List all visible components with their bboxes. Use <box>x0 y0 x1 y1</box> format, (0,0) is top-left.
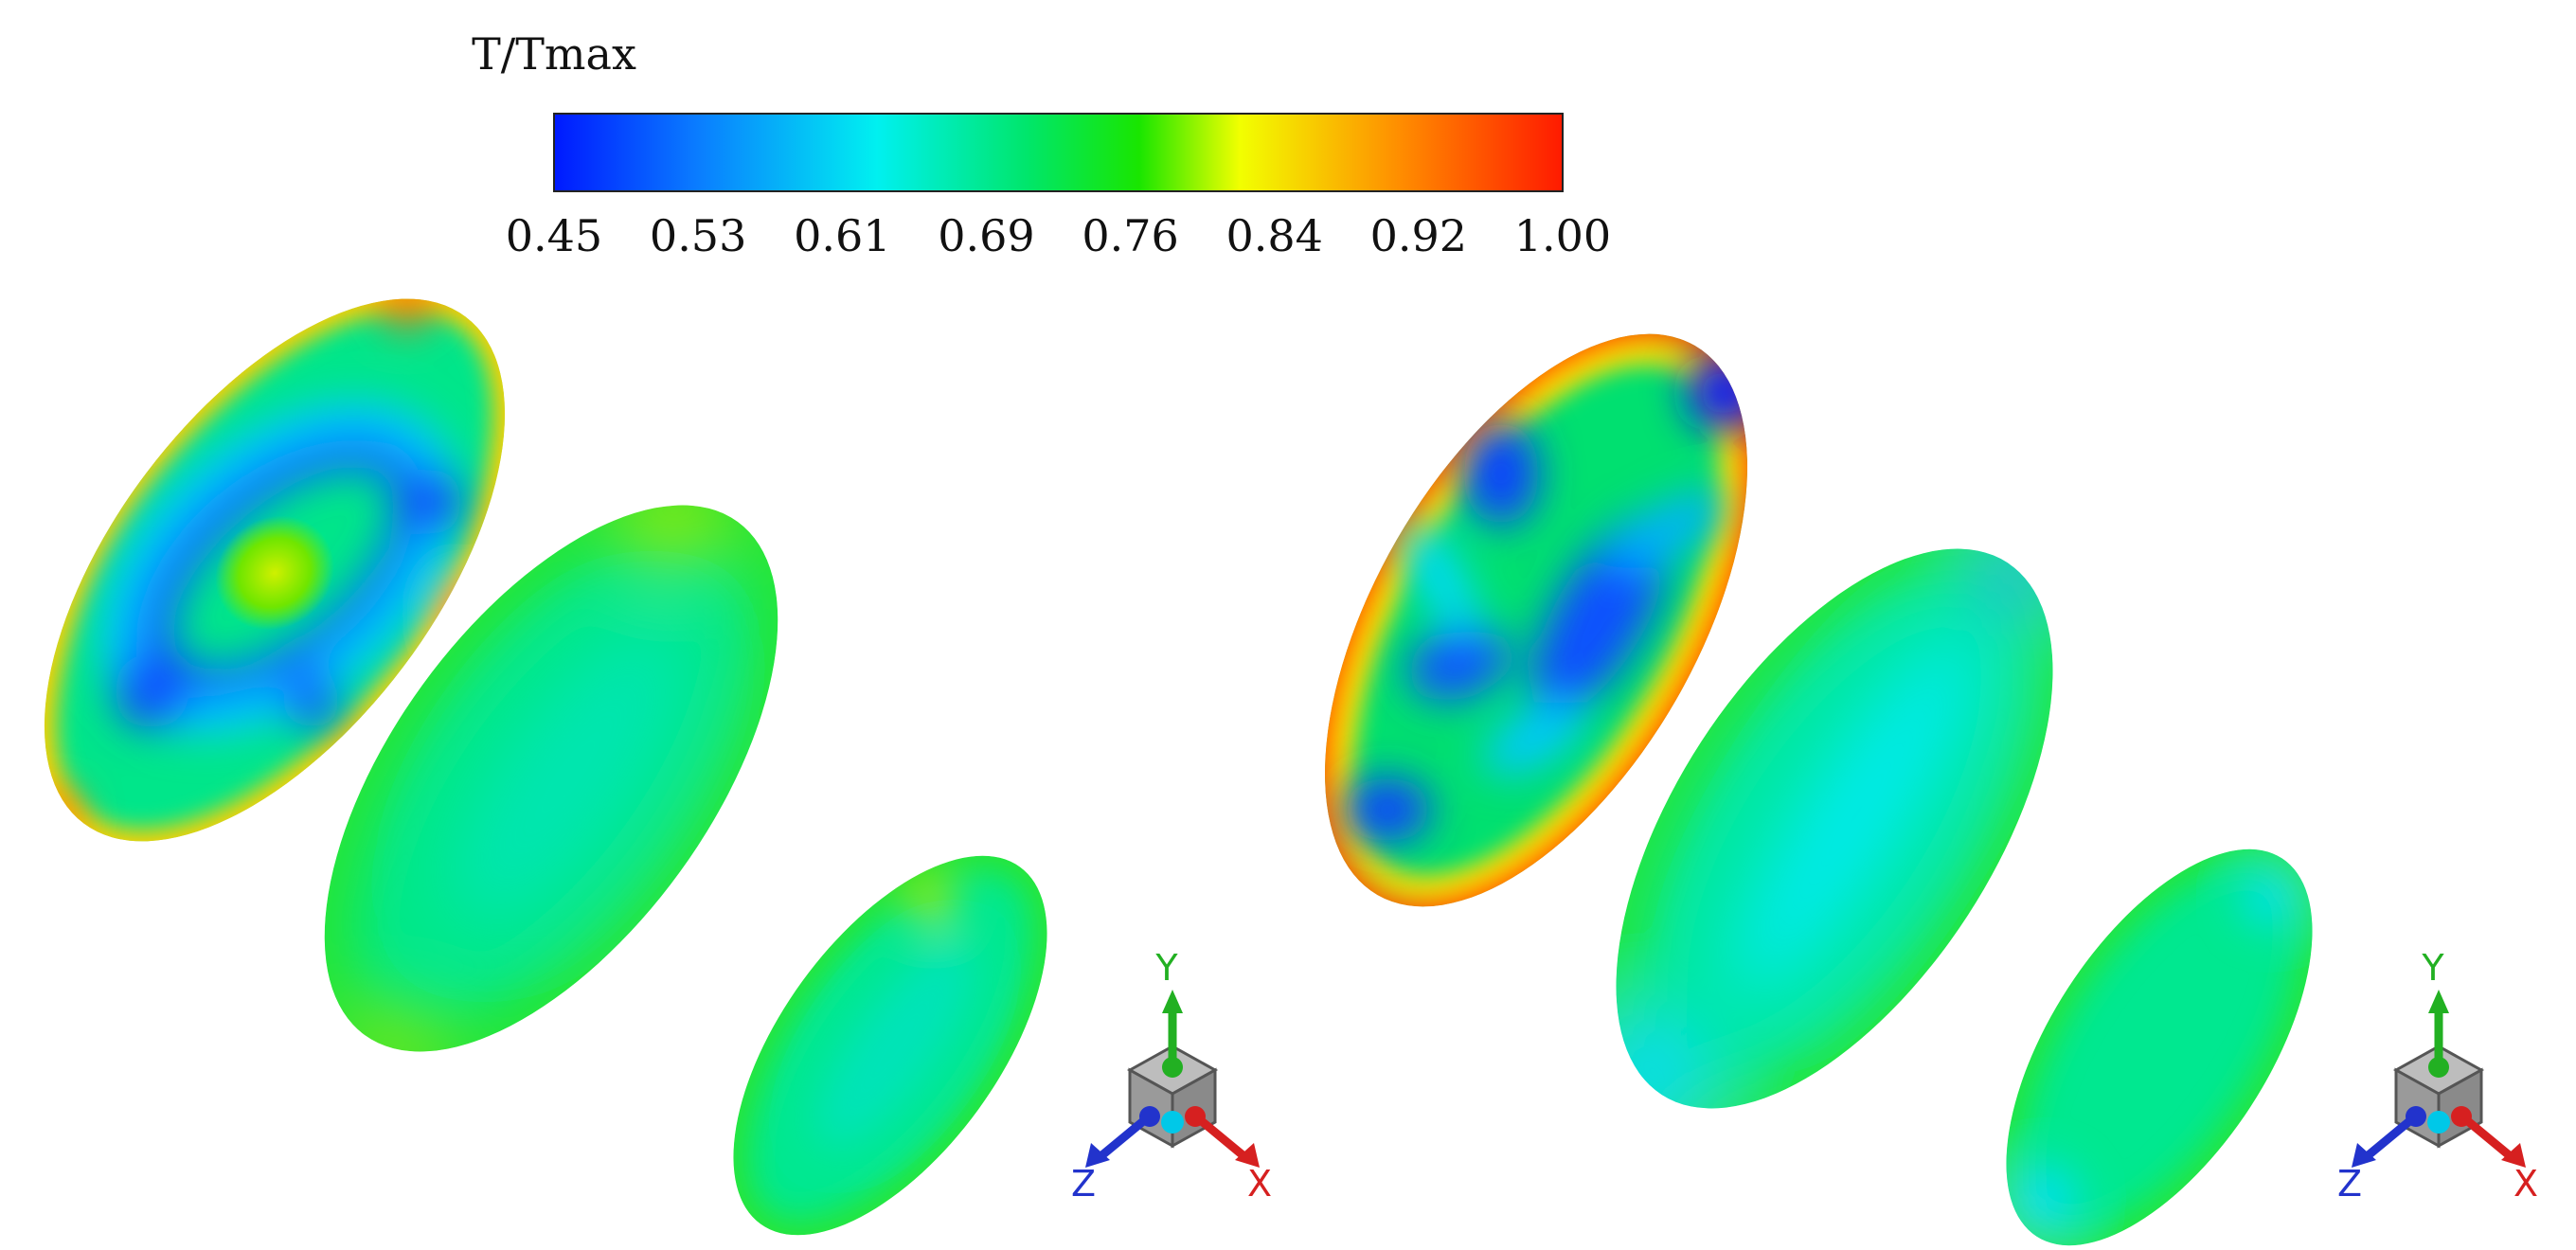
x-axis-arrow <box>2451 1106 2526 1168</box>
colorbar-tick-label: 0.84 <box>1225 210 1323 261</box>
z-axis-arrow <box>1085 1106 1160 1168</box>
colorbar-tick-label: 0.45 <box>505 210 603 261</box>
triad-origin <box>2427 1111 2450 1134</box>
y-axis-arrow <box>2428 990 2449 1078</box>
colorbar-tick-label: 0.76 <box>1082 210 1179 261</box>
colorbar-tick-label: 1.00 <box>1513 210 1612 261</box>
x-axis-label: X <box>2513 1163 2538 1205</box>
colorbar-tick-label: 0.53 <box>649 210 747 261</box>
x-axis-arrow <box>1185 1106 1260 1168</box>
x-axis-label: X <box>1247 1163 1272 1205</box>
left-slice-3 <box>707 829 1073 1250</box>
y-axis-label: Y <box>1154 947 1178 989</box>
colorbar-tick-label: 0.69 <box>938 210 1035 261</box>
z-axis-label: Z <box>2337 1163 2362 1205</box>
colorbar-tick-label: 0.61 <box>794 210 891 261</box>
z-axis-arrow <box>2352 1106 2426 1168</box>
left-axis-triad: Y X Z <box>1071 947 1272 1205</box>
colorbar-ramp <box>553 113 1564 192</box>
colorbar-tick-label: 0.92 <box>1369 210 1468 261</box>
y-axis-arrow <box>1162 990 1183 1078</box>
right-axis-triad: Y X Z <box>2337 947 2538 1205</box>
colorbar-title: T/Tmax <box>472 28 636 80</box>
y-axis-label: Y <box>2421 947 2444 989</box>
z-axis-label: Z <box>1071 1163 1096 1205</box>
colorbar <box>553 113 1564 192</box>
triad-origin <box>1161 1111 1184 1134</box>
